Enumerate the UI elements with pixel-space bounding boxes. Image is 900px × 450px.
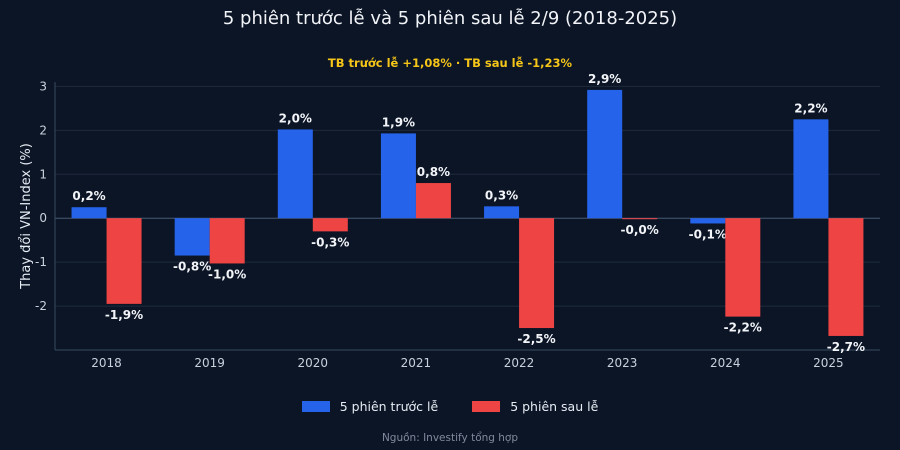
bar-after-2020 xyxy=(312,218,348,232)
bar-before-2025 xyxy=(793,119,829,219)
bar-after-2023 xyxy=(622,218,658,220)
x-tick-label: 2019 xyxy=(194,356,225,370)
data-label: -2,5% xyxy=(517,332,555,346)
data-label: 0,8% xyxy=(417,165,450,179)
legend-label-after: 5 phiên sau lễ xyxy=(510,399,599,414)
legend-swatch-after xyxy=(472,401,501,412)
data-label: 1,9% xyxy=(382,115,415,129)
bar-before-2022 xyxy=(484,206,520,219)
data-label: -0,8% xyxy=(173,260,211,274)
y-tick-label: 1 xyxy=(39,167,47,181)
legend-item-after[interactable]: 5 phiên sau lễ xyxy=(472,399,598,414)
x-tick-label: 2018 xyxy=(91,356,122,370)
data-label: -1,9% xyxy=(105,308,143,322)
source-note: Nguồn: Investify tổng hợp xyxy=(381,432,519,444)
bar-before-2023 xyxy=(587,89,623,219)
data-label: -2,2% xyxy=(724,321,762,335)
x-tick-label: 2022 xyxy=(504,356,535,370)
data-label: 0,3% xyxy=(485,188,518,202)
data-label: 2,9% xyxy=(588,72,621,86)
y-tick-label: 2 xyxy=(39,123,47,137)
y-tick-label: 3 xyxy=(39,79,47,93)
bar-before-2020 xyxy=(277,129,313,219)
legend-item-before[interactable]: 5 phiên trước lễ xyxy=(301,399,439,414)
data-label: -1,0% xyxy=(208,267,246,281)
bar-before-2019 xyxy=(174,218,210,256)
bar-before-2021 xyxy=(380,133,416,219)
bar-after-2025 xyxy=(828,218,864,336)
bar-before-2018 xyxy=(71,207,107,219)
bar-after-2018 xyxy=(106,218,142,304)
legend-label-before: 5 phiên trước lễ xyxy=(339,399,439,414)
data-label: -0,3% xyxy=(311,235,349,249)
chart-subtitle: TB trước lễ +1,08% · TB sau lễ -1,23% xyxy=(327,56,573,70)
x-tick-label: 2025 xyxy=(813,356,844,370)
bar-after-2019 xyxy=(209,218,245,264)
bar-after-2022 xyxy=(519,218,555,329)
x-tick-label: 2024 xyxy=(710,356,741,370)
y-tick-label: -2 xyxy=(35,299,47,313)
data-label: 2,2% xyxy=(794,101,827,115)
chart-title: 5 phiên trước lễ và 5 phiên sau lễ 2/9 (… xyxy=(222,8,678,29)
y-tick-label: -1 xyxy=(35,255,47,269)
data-label: -2,7% xyxy=(827,340,865,354)
bar-after-2024 xyxy=(725,218,761,317)
legend: 5 phiên trước lễ 5 phiên sau lễ xyxy=(0,399,900,414)
x-tick-label: 2021 xyxy=(401,356,432,370)
legend-swatch-before xyxy=(301,401,330,412)
x-tick-label: 2020 xyxy=(298,356,329,370)
y-axis-title: Thay đổi VN-Index (%) xyxy=(19,143,34,290)
data-label: -0,1% xyxy=(689,227,727,241)
y-tick-label: 0 xyxy=(39,211,47,225)
data-label: -0,0% xyxy=(621,223,659,237)
bar-after-2021 xyxy=(415,183,451,219)
data-label: 0,2% xyxy=(72,189,105,203)
data-label: 2,0% xyxy=(279,111,312,125)
x-tick-label: 2023 xyxy=(607,356,638,370)
bar-before-2024 xyxy=(690,218,726,224)
